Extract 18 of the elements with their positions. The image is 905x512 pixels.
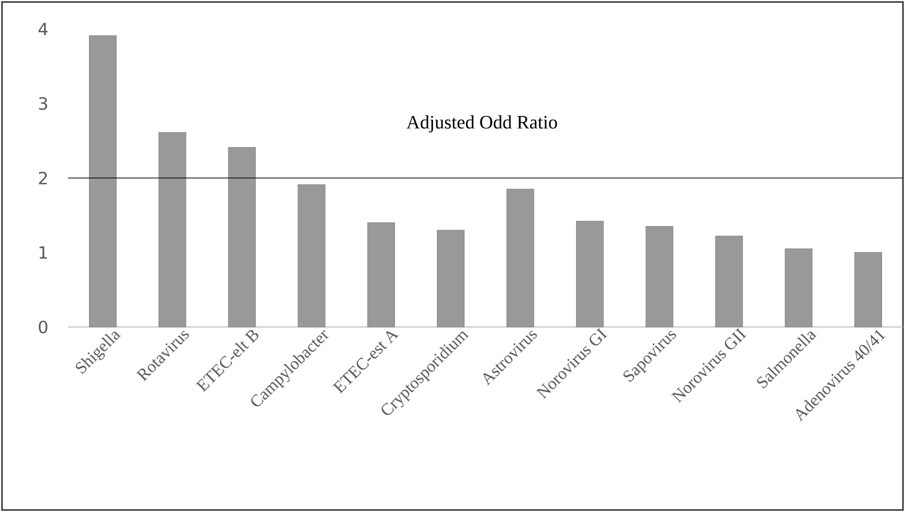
bar (576, 220, 604, 328)
bar (715, 236, 743, 328)
y-tick-label: 4 (38, 22, 48, 36)
bar (89, 35, 117, 328)
y-tick-label: 0 (38, 320, 48, 334)
bar (506, 188, 534, 328)
y-tick-label: 1 (40, 246, 47, 259)
bar (158, 132, 186, 328)
ref-line-label: Adjusted Odd Ratio (406, 115, 557, 132)
bar (436, 230, 465, 328)
y-tick-label: 3 (39, 97, 48, 110)
bar (854, 252, 882, 328)
bar (228, 147, 256, 328)
bar (646, 226, 674, 328)
bar (298, 184, 326, 328)
y-tick-label: 2 (38, 172, 47, 184)
bar (784, 248, 812, 328)
bar (367, 222, 395, 328)
